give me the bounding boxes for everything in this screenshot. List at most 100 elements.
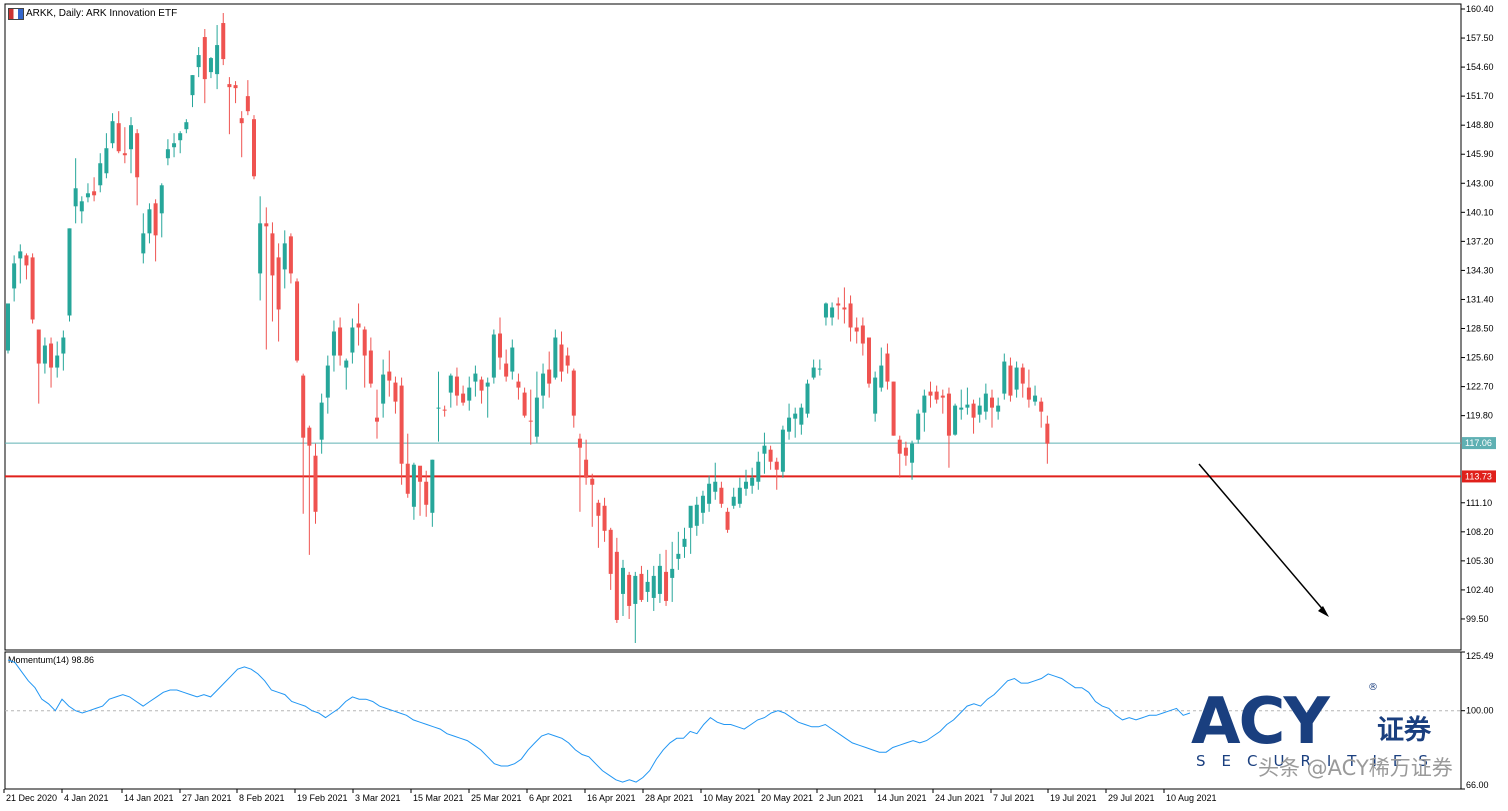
date-axis-label: 14 Jun 2021 — [877, 793, 927, 803]
candle-body — [73, 188, 78, 207]
candle-body — [670, 568, 675, 578]
candle-body — [55, 355, 60, 368]
price-axis-label: 160.40 — [1466, 4, 1494, 14]
candle-body — [178, 133, 183, 141]
candle-body — [731, 496, 736, 506]
candle-body — [565, 355, 570, 366]
candle-body — [867, 337, 871, 384]
candle-body — [387, 371, 392, 381]
candle-body — [774, 461, 779, 470]
momentum-plot-frame — [4, 651, 1462, 790]
candle-body — [983, 393, 988, 412]
date-axis-label: 8 Feb 2021 — [239, 793, 285, 803]
trend-arrow-head — [1318, 606, 1329, 617]
price-axis-label: 119.80 — [1466, 411, 1493, 421]
watermark-brand: ACY — [1191, 685, 1331, 759]
candle-body — [491, 334, 496, 378]
candle-body — [940, 395, 945, 398]
candle-body — [787, 417, 792, 432]
candle-body — [559, 344, 564, 372]
candle-body — [971, 403, 976, 418]
price-axis-label: 111.10 — [1466, 498, 1492, 508]
candle-body — [276, 257, 281, 310]
candle-body — [842, 307, 847, 310]
candle-body — [946, 393, 951, 436]
candle-body — [104, 148, 109, 174]
candle-body — [700, 495, 705, 513]
chart-window-icon — [8, 8, 24, 20]
price-axis-label: 143.00 — [1466, 178, 1494, 188]
candle-body — [233, 85, 238, 89]
candle-body — [454, 376, 459, 396]
date-axis-label: 14 Jan 2021 — [124, 793, 174, 803]
candle-body — [319, 402, 324, 440]
candle-body — [338, 327, 343, 356]
candle-body — [153, 203, 158, 236]
candle-body — [288, 236, 293, 274]
candle-body — [977, 405, 982, 415]
price-axis-label: 157.50 — [1466, 33, 1494, 43]
candle-body — [467, 387, 472, 401]
date-axis-label: 19 Feb 2021 — [297, 793, 348, 803]
candle-body — [811, 367, 816, 378]
candle-body — [208, 58, 213, 73]
candle-body — [756, 461, 761, 482]
watermark-brand-cn: 证券 — [1377, 715, 1431, 746]
candle-body — [202, 37, 207, 80]
candle-body — [61, 337, 66, 354]
candle-body — [165, 149, 170, 159]
candle-body — [571, 370, 576, 416]
candle-body — [331, 331, 336, 356]
candle-body — [159, 185, 164, 214]
candle-body — [368, 350, 373, 384]
price-axis-label: 131.40 — [1466, 294, 1494, 304]
candle-body — [67, 228, 72, 316]
candle-body — [461, 393, 466, 403]
candle-body — [498, 333, 502, 358]
candle-body — [510, 347, 515, 372]
candle-body — [836, 303, 841, 306]
candle-body — [473, 373, 478, 382]
date-axis-label: 16 Apr 2021 — [587, 793, 636, 803]
candle-body — [245, 96, 250, 112]
candle-body — [873, 377, 878, 414]
candle-body — [1002, 361, 1007, 394]
candle-body — [1026, 387, 1031, 400]
candle-body — [990, 397, 994, 408]
candle-body — [651, 575, 656, 598]
candle-body — [694, 504, 699, 526]
candle-body — [1020, 367, 1025, 384]
candle-body — [24, 255, 29, 266]
date-axis-label: 6 Apr 2021 — [529, 793, 573, 803]
candle-body — [848, 303, 853, 328]
candle-body — [110, 121, 115, 144]
candle-body — [239, 118, 244, 124]
candles-group — [6, 13, 1050, 643]
momentum-title: Momentum(14) 98.86 — [8, 655, 95, 665]
candle-body — [485, 382, 490, 387]
candle-body — [405, 463, 410, 494]
candle-body — [350, 327, 355, 353]
candle-body — [719, 487, 724, 504]
candle-body — [264, 223, 269, 227]
candle-body — [627, 574, 632, 606]
candle-body — [442, 409, 447, 411]
candle-body — [184, 122, 189, 130]
candle-body — [590, 478, 595, 485]
candle-body — [854, 327, 859, 332]
candle-body — [965, 404, 970, 408]
candle-body — [393, 382, 398, 402]
momentum-axis-label: 66.00 — [1466, 780, 1489, 790]
candle-body — [657, 565, 662, 594]
candle-body — [707, 483, 712, 504]
candle-body — [42, 345, 47, 364]
candle-body — [436, 407, 441, 409]
candle-body — [910, 443, 915, 463]
candle-body — [823, 303, 828, 318]
candle-body — [953, 405, 958, 435]
candle-body — [639, 573, 644, 600]
date-axis-label: 25 Mar 2021 — [471, 793, 522, 803]
level-badge — [1462, 437, 1496, 450]
date-axis-label: 28 Apr 2021 — [645, 793, 694, 803]
candle-body — [362, 329, 367, 356]
